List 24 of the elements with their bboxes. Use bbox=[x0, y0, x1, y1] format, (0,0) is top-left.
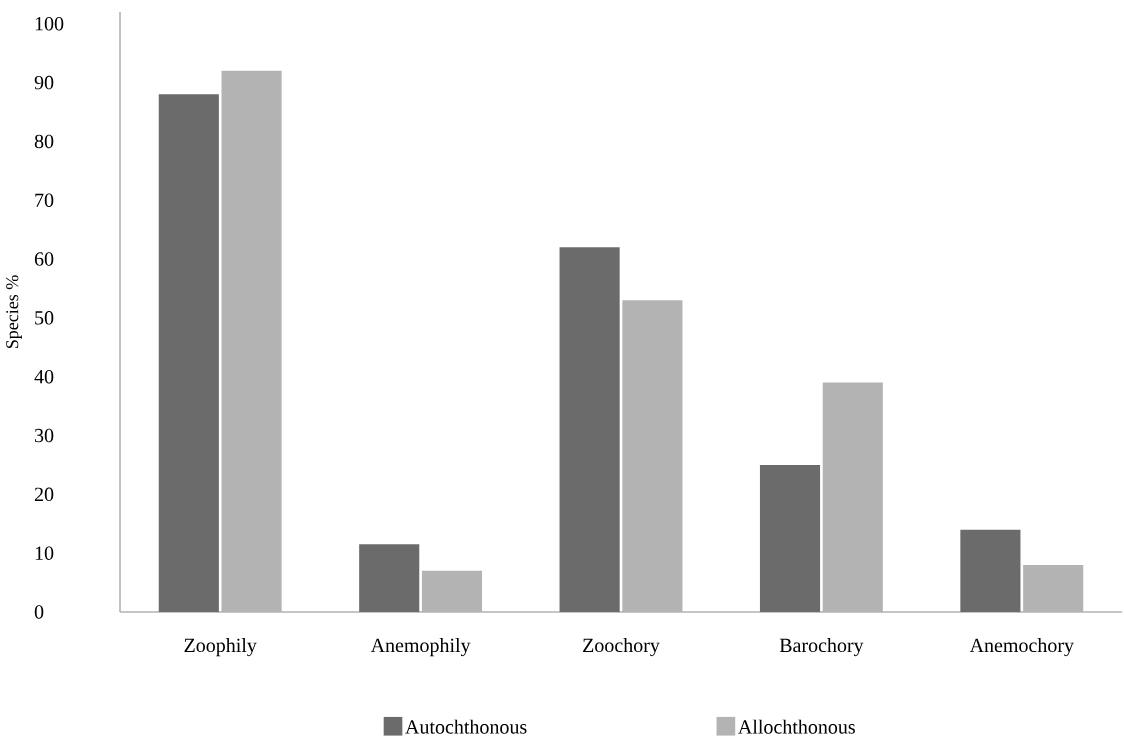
y-tick-label: 80 bbox=[34, 134, 54, 149]
y-tick-label: 30 bbox=[35, 428, 54, 443]
x-tick-label: Anemophily bbox=[370, 638, 471, 657]
y-tick-label: 50 bbox=[35, 311, 54, 325]
y-tick-label: 0 bbox=[34, 605, 44, 619]
legend-label: Allochthonous bbox=[738, 719, 855, 734]
x-tick-label: Anemochory bbox=[969, 638, 1074, 657]
x-tick-label: Zoochory bbox=[583, 638, 660, 657]
bar bbox=[359, 544, 420, 612]
y-tick-label: 40 bbox=[34, 369, 54, 384]
bar bbox=[559, 247, 620, 612]
bar bbox=[960, 529, 1021, 612]
y-tick-label: 90 bbox=[34, 75, 54, 90]
y-tick-label: 60 bbox=[34, 252, 54, 266]
y-tick-label: 100 bbox=[35, 17, 64, 31]
y-tick-label: 70 bbox=[35, 193, 54, 207]
y-tick-label: 10 bbox=[35, 546, 54, 560]
legend-label: Autochthonous bbox=[405, 719, 527, 734]
x-tick-label: Barochory bbox=[779, 638, 864, 657]
bar bbox=[158, 94, 219, 612]
bar bbox=[759, 464, 821, 612]
x-tick-label: Zoophily bbox=[184, 638, 257, 657]
y-axis-title: Species % bbox=[6, 275, 22, 349]
y-tick-label: 20 bbox=[34, 487, 54, 502]
